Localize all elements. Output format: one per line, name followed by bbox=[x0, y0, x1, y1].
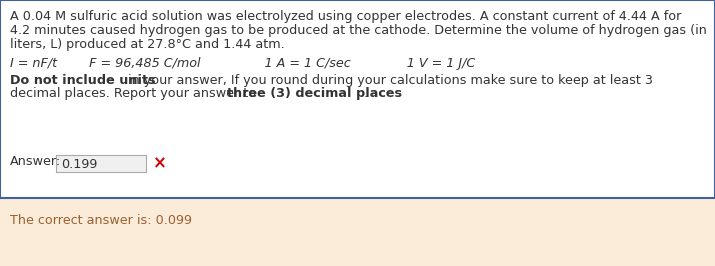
Text: decimal places. Report your answer to: decimal places. Report your answer to bbox=[10, 87, 260, 100]
Text: A 0.04 M sulfuric acid solution was electrolyzed using copper electrodes. A cons: A 0.04 M sulfuric acid solution was elec… bbox=[10, 10, 681, 23]
Text: .: . bbox=[364, 87, 368, 100]
Text: Answer:: Answer: bbox=[10, 155, 61, 168]
Text: liters, L) produced at 27.8°C and 1.44 atm.: liters, L) produced at 27.8°C and 1.44 a… bbox=[10, 38, 285, 51]
Text: in your answer, If you round during your calculations make sure to keep at least: in your answer, If you round during your… bbox=[124, 74, 653, 87]
Text: 0.199: 0.199 bbox=[61, 158, 98, 171]
Text: The correct answer is: 0.099: The correct answer is: 0.099 bbox=[10, 214, 192, 227]
Text: I = nF/t        F = 96,485 C/mol                1 A = 1 C/sec              1 V =: I = nF/t F = 96,485 C/mol 1 A = 1 C/sec … bbox=[10, 57, 475, 70]
Text: 4.2 minutes caused hydrogen gas to be produced at the cathode. Determine the vol: 4.2 minutes caused hydrogen gas to be pr… bbox=[10, 24, 707, 37]
Text: ×: × bbox=[153, 154, 167, 172]
Text: three (3) decimal places: three (3) decimal places bbox=[227, 87, 402, 100]
Text: Do not include units: Do not include units bbox=[10, 74, 155, 87]
